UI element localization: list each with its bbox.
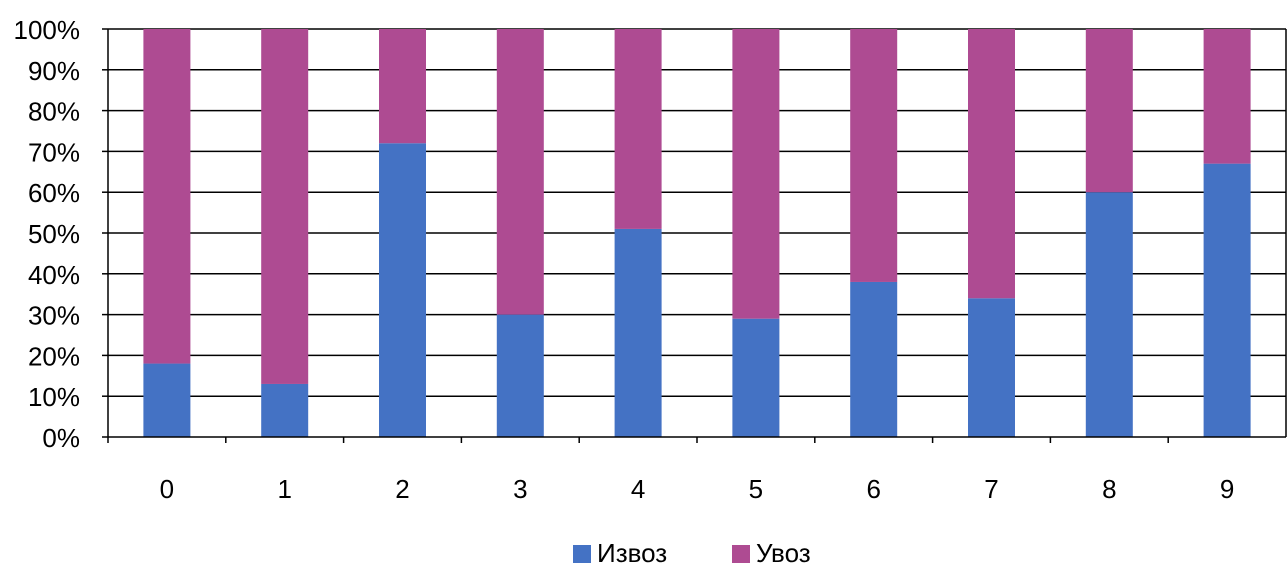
bar-izvoz-2 — [379, 143, 426, 438]
axes — [102, 28, 1287, 443]
y-tick-label: 100% — [14, 15, 81, 45]
x-tick-label: 8 — [1102, 474, 1116, 504]
bar-izvoz-7 — [968, 298, 1015, 437]
x-axis-tick-labels: 0 1 2 3 4 5 6 7 8 9 — [160, 474, 1235, 504]
y-tick-label: 0% — [42, 423, 80, 453]
bar-izvoz-8 — [1085, 192, 1133, 437]
bar-uvoz-2 — [379, 29, 426, 144]
y-axis-tick-labels: 0% 10% 20% 30% 40% 50% 60% 70% 80% 90% 100% — [14, 15, 81, 453]
y-tick-label: 90% — [28, 56, 80, 86]
y-tick-label: 40% — [28, 260, 80, 290]
bar-uvoz-6 — [850, 29, 898, 282]
y-tick-label: 30% — [28, 301, 80, 331]
bar-uvoz-9 — [1203, 29, 1251, 164]
bar-izvoz-6 — [850, 281, 898, 437]
x-tick-label: 7 — [984, 474, 998, 504]
bar-izvoz-5 — [732, 318, 780, 437]
x-tick-label: 4 — [631, 474, 645, 504]
bar-uvoz-8 — [1085, 29, 1133, 193]
bar-uvoz-4 — [614, 29, 662, 229]
x-tick-label: 1 — [277, 474, 291, 504]
x-tick-label: 3 — [513, 474, 527, 504]
bar-uvoz-3 — [496, 29, 544, 315]
y-tick-label: 20% — [28, 341, 80, 371]
bar-izvoz-0 — [143, 363, 191, 437]
x-tick-label: 2 — [395, 474, 409, 504]
legend-label-uvoz: Увоз — [756, 538, 811, 568]
bar-izvoz-1 — [261, 383, 309, 437]
y-tick-label: 70% — [28, 137, 80, 167]
bar-uvoz-1 — [261, 29, 309, 384]
bars — [143, 29, 1251, 438]
y-tick-label: 80% — [28, 97, 80, 127]
bar-uvoz-0 — [143, 29, 191, 364]
legend: Извоз Увоз — [573, 538, 811, 568]
legend-label-izvoz: Извоз — [597, 538, 667, 568]
y-tick-label: 60% — [28, 178, 80, 208]
bar-izvoz-9 — [1203, 163, 1251, 437]
x-tick-label: 0 — [160, 474, 174, 504]
x-tick-label: 5 — [749, 474, 763, 504]
bar-izvoz-3 — [496, 314, 544, 437]
legend-swatch-uvoz — [732, 545, 750, 563]
bar-uvoz-7 — [968, 29, 1015, 299]
x-tick-label: 6 — [866, 474, 880, 504]
y-tick-label: 10% — [28, 382, 80, 412]
y-tick-label: 50% — [28, 219, 80, 249]
x-tick-label: 9 — [1220, 474, 1234, 504]
bar-izvoz-4 — [614, 228, 662, 437]
legend-swatch-izvoz — [573, 545, 591, 563]
bar-uvoz-5 — [732, 29, 780, 319]
